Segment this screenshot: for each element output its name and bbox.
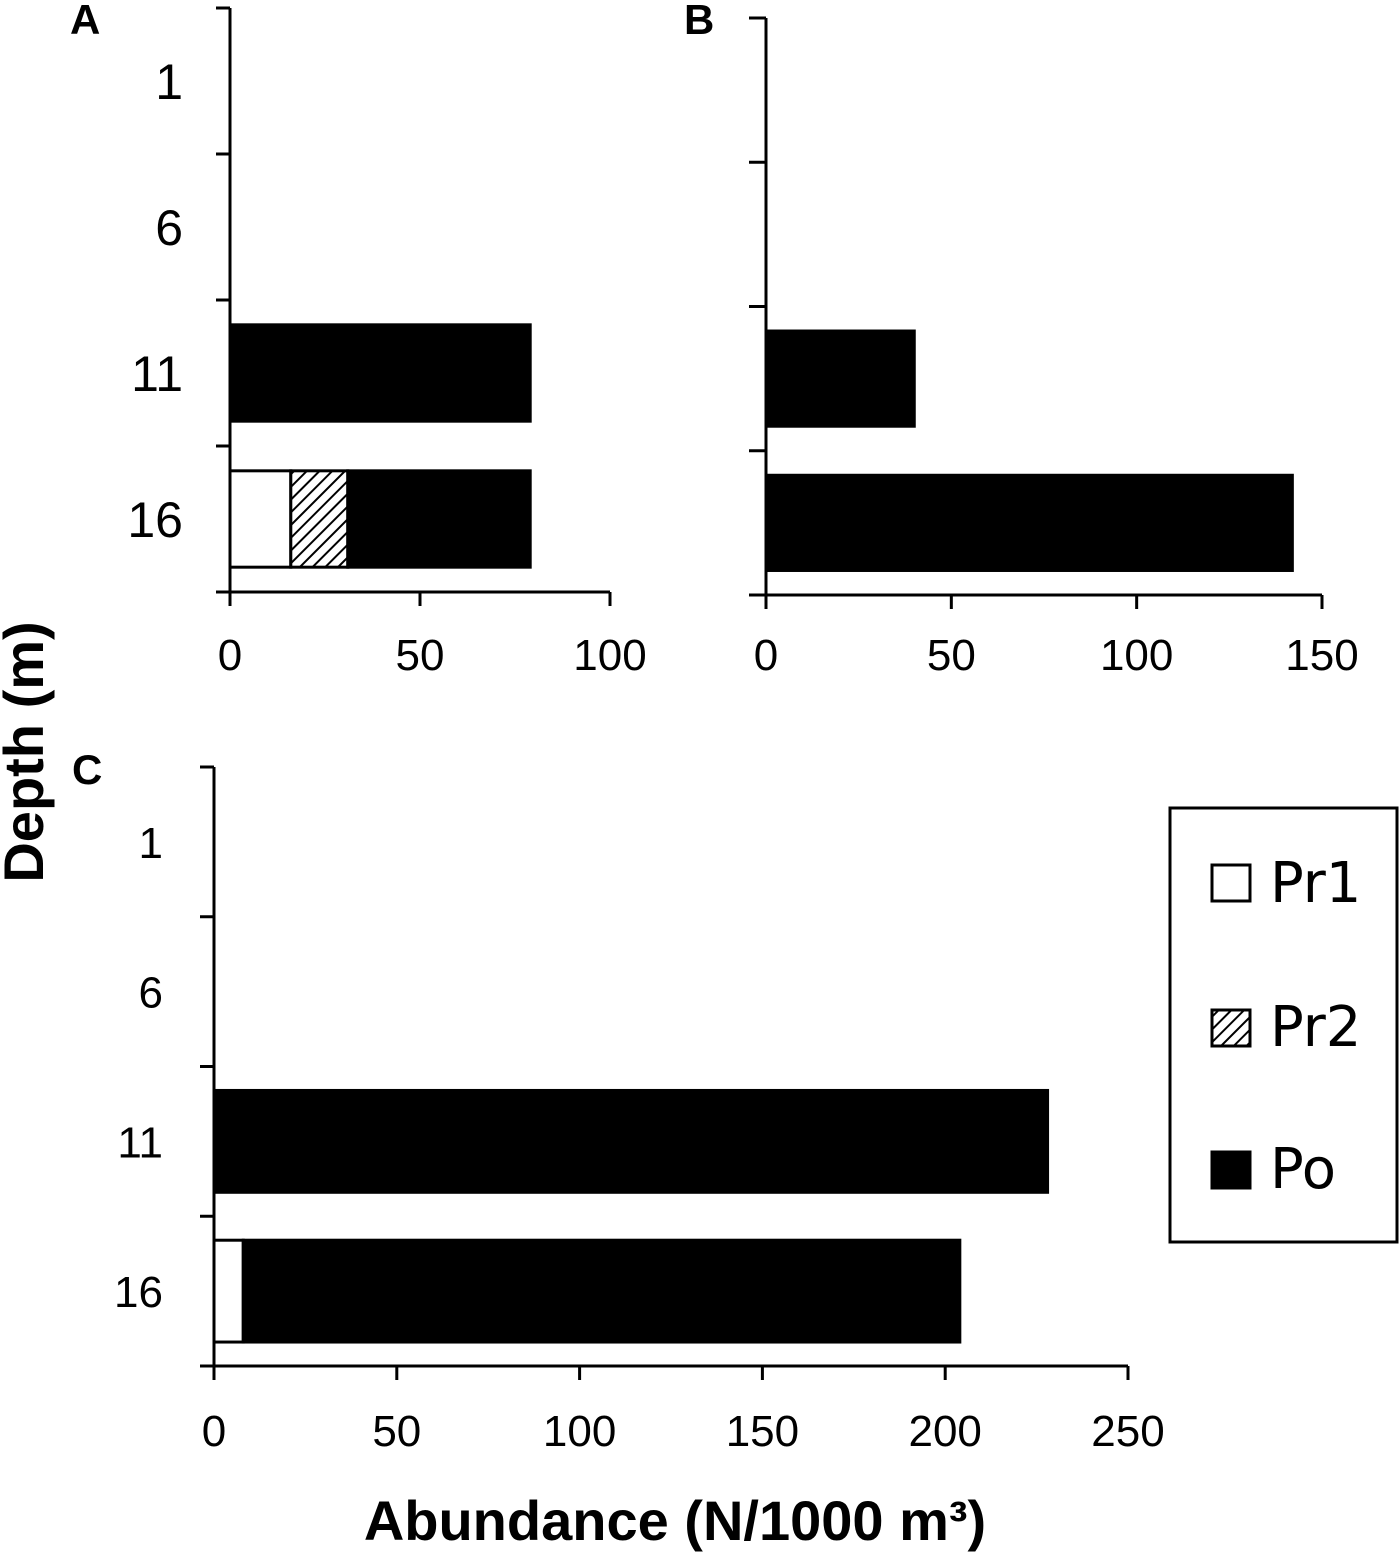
x-tick-label: 250 [1091, 1407, 1164, 1456]
depth-category-label: 1 [155, 54, 183, 110]
bar-pr1-depth-16 [212, 1238, 245, 1344]
bar-po-depth-11 [764, 329, 916, 428]
x-tick-label: 50 [372, 1407, 421, 1456]
depth-category-label: 16 [127, 492, 183, 548]
depth-category-label: 6 [139, 969, 163, 1018]
x-tick-label: 0 [754, 631, 778, 680]
legend-label-po: Po [1270, 1137, 1336, 1202]
legend-swatch-po [1210, 1150, 1252, 1190]
bar-po-depth-11 [212, 1088, 1050, 1194]
depth-category-label: 11 [131, 346, 183, 402]
panel-b: B 0 50 100 150 [684, 0, 1359, 680]
x-tick-label: 100 [573, 631, 646, 680]
depth-category-label: 11 [117, 1118, 163, 1167]
bar-po-depth-11 [228, 323, 532, 423]
x-tick-label: 50 [396, 631, 445, 680]
x-tick-label: 200 [908, 1407, 981, 1456]
x-tick-label: 100 [543, 1407, 616, 1456]
bar-po-depth-16 [764, 473, 1294, 572]
depth-category-label: 16 [114, 1268, 163, 1317]
x-tick-label: 150 [726, 1407, 799, 1456]
bar-pr1-depth-16 [228, 469, 293, 569]
bar-pr2-depth-16 [289, 469, 350, 569]
x-axis-title: Abundance (N/1000 m³) [364, 1489, 986, 1552]
legend-swatch-pr2 [1210, 1008, 1252, 1048]
depth-category-label: 6 [155, 200, 183, 256]
panel-letter-b: B [684, 0, 714, 43]
panel-letter-a: A [70, 0, 100, 43]
legend-swatch-pr1 [1210, 863, 1252, 903]
legend-label-pr1: Pr1 [1270, 851, 1361, 916]
x-tick-label: 0 [218, 631, 242, 680]
panel-letter-c: C [72, 746, 102, 793]
bar-po-depth-16 [241, 1238, 962, 1344]
x-tick-label: 100 [1100, 631, 1173, 680]
y-axis-title: Depth (m) [0, 621, 55, 882]
x-tick-label: 50 [927, 631, 976, 680]
bar-po-depth-16 [346, 469, 532, 569]
x-tick-label: 0 [202, 1407, 226, 1456]
legend-box [1168, 806, 1399, 1244]
x-tick-label: 150 [1285, 631, 1358, 680]
legend: Pr1 Pr2 Po [1168, 806, 1399, 1244]
legend-label-pr2: Pr2 [1270, 995, 1361, 1060]
depth-category-label: 1 [139, 819, 163, 868]
